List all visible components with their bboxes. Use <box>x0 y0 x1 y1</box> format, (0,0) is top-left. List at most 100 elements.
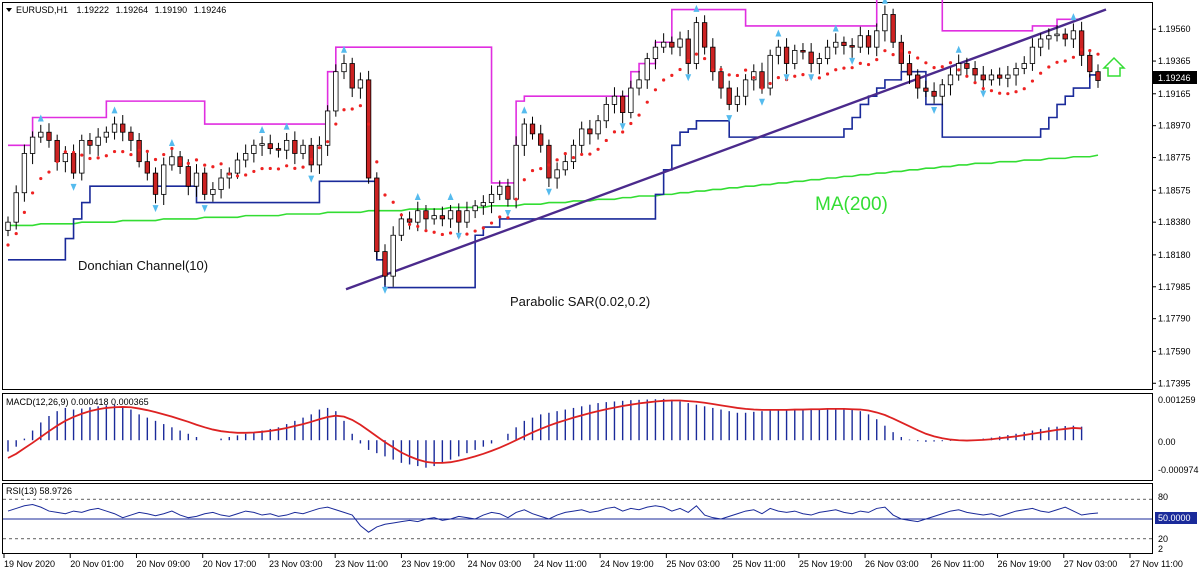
candle-body <box>1037 38 1044 48</box>
sar-dot <box>555 158 559 162</box>
sar-dot <box>539 166 543 171</box>
sar-dot <box>891 52 895 57</box>
candle-body <box>1029 46 1036 64</box>
candle-body <box>275 148 282 151</box>
sar-dot <box>293 166 297 170</box>
candle-body <box>767 54 773 89</box>
sar-dot <box>489 221 494 225</box>
sar-dot <box>514 197 518 201</box>
sar-dot <box>899 49 903 53</box>
candle-body <box>349 63 355 89</box>
candle-body <box>202 172 208 195</box>
fractal-up-icon <box>37 114 44 122</box>
sar-dot <box>760 86 764 90</box>
sar-dot <box>957 68 961 72</box>
sar-dot <box>817 76 821 80</box>
candle-body <box>849 45 855 48</box>
sar-dot <box>743 68 748 72</box>
collapse-triangle-icon[interactable] <box>6 8 12 12</box>
time-tick-label: 25 Nov 19:00 <box>799 559 853 569</box>
sar-dot <box>694 52 699 56</box>
candle-body <box>283 139 290 151</box>
fractal-up-icon <box>775 29 782 37</box>
candle-body <box>357 79 364 89</box>
sar-dot <box>563 152 567 156</box>
current-price-box <box>1153 71 1197 84</box>
sar-dot <box>399 213 403 217</box>
sar-dot <box>506 216 510 220</box>
trendline-layer <box>345 8 1107 291</box>
sar-dot <box>965 74 969 78</box>
sar-dot <box>367 122 371 126</box>
candle-body <box>144 161 150 174</box>
time-tick-label: 24 Nov 19:00 <box>600 559 654 569</box>
header-high: 1.19264 <box>116 5 149 15</box>
macd-layer <box>7 398 1083 468</box>
fractal-up-icon <box>1070 13 1077 21</box>
candle-body <box>1005 74 1011 79</box>
sar-dot <box>375 160 379 164</box>
candle-body <box>997 74 1003 79</box>
time-tick-label: 25 Nov 03:00 <box>666 559 720 569</box>
sar-dot <box>465 232 469 236</box>
candle-body <box>1070 30 1077 40</box>
candle-body <box>636 79 642 89</box>
current-price-label: 1.19246 <box>1158 73 1191 83</box>
candle-body <box>439 215 446 220</box>
sar-dot <box>858 61 862 65</box>
candle-body <box>595 120 601 135</box>
sar-dot <box>391 200 395 204</box>
time-tick-label: 24 Nov 11:00 <box>534 559 587 569</box>
sar-dot <box>1096 52 1100 56</box>
sar-dot <box>317 146 322 150</box>
candle-body <box>513 144 519 200</box>
candle-body <box>5 221 11 231</box>
sar-dot <box>580 152 584 157</box>
sar-dot <box>948 61 953 65</box>
sar-dot <box>793 74 797 78</box>
donchian-lower-line <box>8 70 1098 289</box>
candle-body <box>54 139 60 163</box>
fractal-down-icon <box>381 286 388 294</box>
fractal-up-icon <box>693 4 700 12</box>
candle-body <box>710 46 716 73</box>
fractals-layer <box>37 0 1077 294</box>
sar-dot <box>719 67 723 72</box>
sar-dot <box>604 138 608 143</box>
price-tick-label: 1.19365 <box>1158 56 1191 66</box>
candle-body <box>169 156 175 166</box>
panel-frames <box>2 2 1153 554</box>
candle-body <box>898 41 904 64</box>
sar-dot <box>752 75 756 80</box>
sar-dot <box>219 162 223 166</box>
sar-dot <box>866 62 871 67</box>
candle-body <box>1062 33 1068 40</box>
sar-dot <box>981 86 985 91</box>
candle-body <box>660 41 667 48</box>
sar-dot <box>989 89 994 93</box>
rsi-line <box>7 503 1099 533</box>
sar-dot <box>1039 71 1043 75</box>
sar-dot <box>416 224 420 229</box>
candle-body <box>1095 71 1101 81</box>
sar-dot <box>662 78 666 82</box>
fractal-down-icon <box>201 205 208 213</box>
time-tick-label: 20 Nov 09:00 <box>136 559 190 569</box>
header-close: 1.19246 <box>194 5 227 15</box>
candle-body <box>587 128 593 135</box>
sar-dot <box>145 149 149 153</box>
sar-dot <box>825 72 830 76</box>
sar-dot <box>235 174 240 178</box>
candle-body <box>751 71 757 81</box>
candle-body <box>316 144 323 166</box>
fractal-up-icon <box>168 139 175 147</box>
candle-body <box>562 161 568 171</box>
time-tick-label: 20 Nov 01:00 <box>70 559 124 569</box>
candle-body <box>480 202 486 207</box>
candle-body <box>243 153 249 161</box>
sar-dot <box>1006 92 1010 96</box>
candle-body <box>759 71 765 89</box>
sar-dot <box>186 161 190 165</box>
candle-body <box>579 128 585 146</box>
